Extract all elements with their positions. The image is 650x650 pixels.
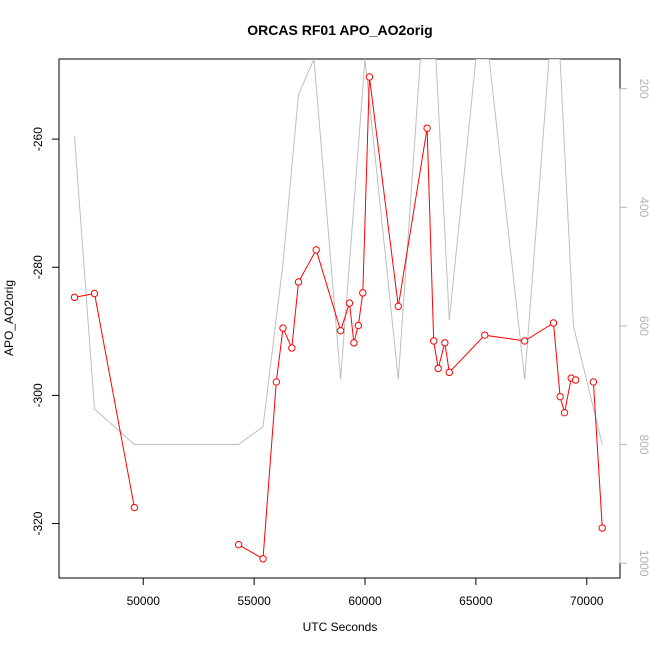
chart-title: ORCAS RF01 APO_AO2orig	[247, 22, 432, 38]
y-axis-label: APO_AO2orig	[2, 280, 16, 356]
data-point	[430, 337, 438, 345]
y-tick-label: -300	[31, 383, 45, 407]
data-point	[288, 344, 296, 352]
data-point	[279, 324, 287, 332]
data-point	[589, 378, 598, 386]
right-y-tick-label: 400	[637, 197, 650, 217]
data-point	[359, 289, 367, 297]
data-point	[312, 246, 320, 254]
data-point	[556, 392, 564, 401]
data-point	[294, 278, 303, 286]
data-point	[549, 319, 558, 327]
x-axis-label: UTC Seconds	[303, 620, 378, 634]
data-point	[520, 337, 529, 345]
right-y-tick-label: 800	[637, 435, 650, 455]
y-tick-label: -280	[31, 255, 45, 279]
y-tick-label: -260	[31, 127, 45, 151]
data-point	[345, 299, 354, 307]
x-tick-label: 65000	[459, 594, 493, 608]
data-point	[336, 326, 345, 335]
data-point	[394, 302, 402, 311]
data-point	[365, 73, 374, 81]
data-point	[234, 540, 243, 549]
data-point	[434, 364, 442, 373]
series-line-right	[74, 59, 603, 445]
data-point	[272, 378, 281, 386]
data-point	[423, 124, 431, 132]
data-point	[259, 555, 267, 563]
data-point	[571, 376, 580, 384]
x-tick-label: 60000	[348, 594, 382, 608]
data-point	[441, 339, 449, 347]
y-tick-label: -320	[31, 511, 45, 535]
right-y-tick-label: 200	[637, 79, 650, 99]
data-point	[560, 408, 569, 417]
data-point	[90, 289, 99, 298]
right-y-axis: 200 400 600 800 1000	[619, 79, 650, 577]
data-point	[350, 339, 358, 347]
series-line	[238, 76, 576, 560]
data-point	[598, 524, 606, 532]
x-tick-label: 50000	[127, 594, 161, 608]
data-point	[70, 293, 79, 302]
right-y-tick-label: 1000	[637, 550, 650, 577]
x-tick-label: 55000	[237, 594, 271, 608]
data-point	[354, 321, 363, 330]
x-axis: 50000 55000 60000 65000 70000	[127, 577, 604, 608]
data-point	[445, 368, 453, 377]
right-y-tick-label: 600	[637, 316, 650, 336]
data-point	[481, 331, 489, 339]
x-tick-label: 70000	[570, 594, 604, 608]
y-axis: -320 -300 -280 -260	[31, 127, 60, 536]
plot-frame	[58, 58, 621, 579]
series-layer	[70, 59, 606, 563]
series-line	[74, 292, 135, 508]
data-point	[130, 503, 139, 512]
series-line	[592, 381, 603, 529]
